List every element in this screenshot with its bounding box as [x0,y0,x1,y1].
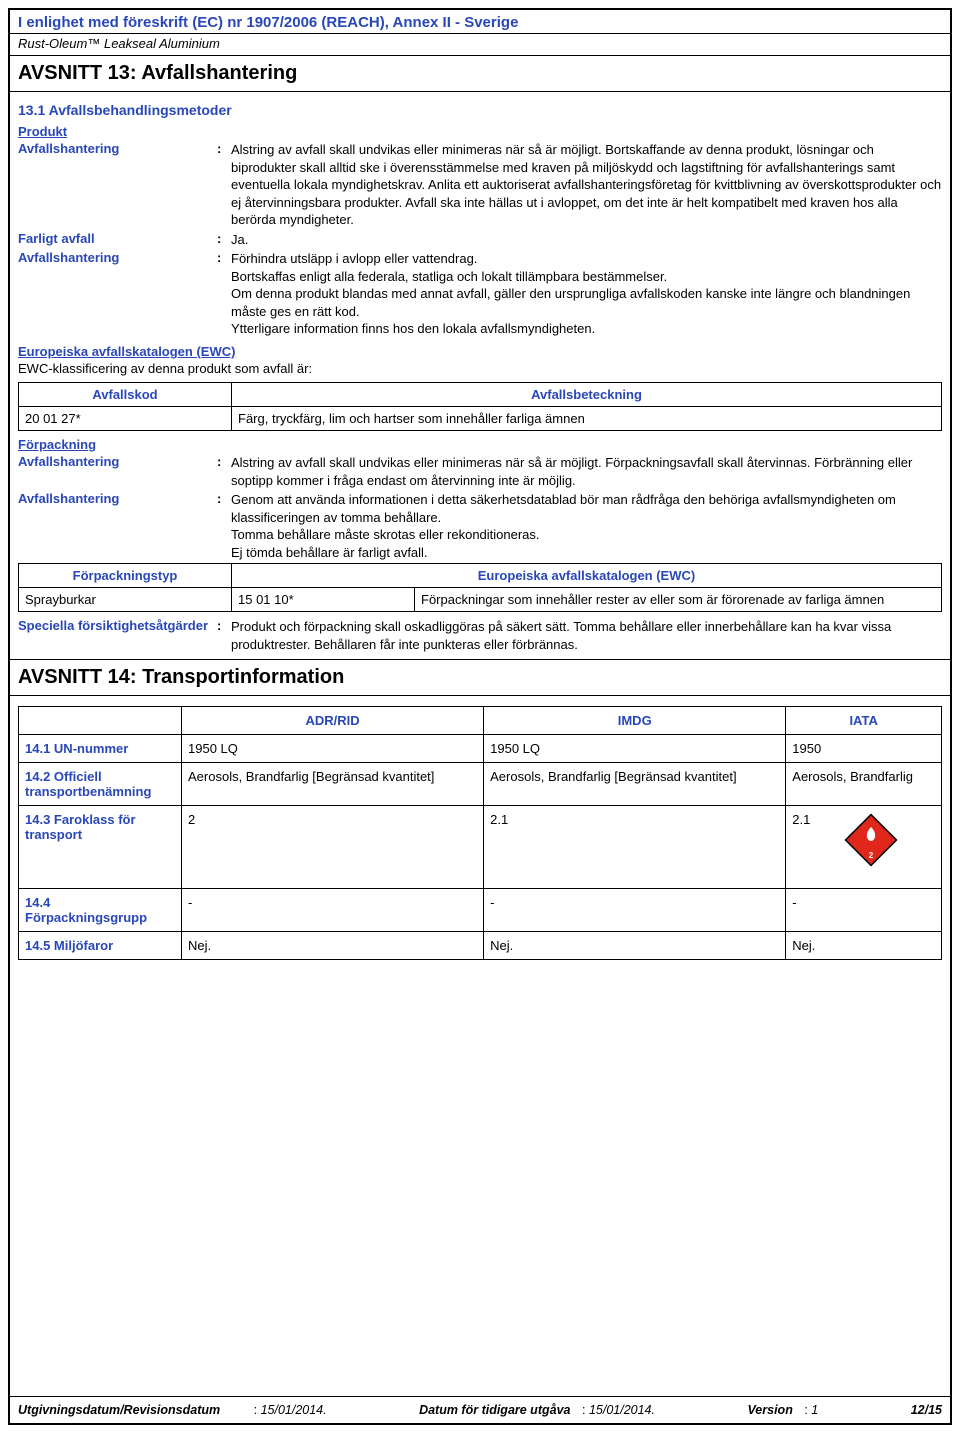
ewc-th-code: Avfallskod [19,383,232,407]
footer-prev-date: Datum för tidigare utgåva : 15/01/2014. [419,1403,655,1417]
v1: 2 [182,806,484,889]
v3: - [786,889,942,932]
lab: 14.2 Officiell transportbenämning [19,763,182,806]
pack-type: Sprayburkar [19,588,232,612]
v3: 2.1 2 [786,806,942,889]
row-env-hazards: 14.5 Miljöfaror Nej. Nej. Nej. [19,932,942,960]
mode-imdg: IMDG [484,707,786,735]
value: Produkt och förpackning skall oskadliggö… [231,618,942,653]
row-avfallshantering-1: Avfallshantering : Alstring av avfall sk… [18,141,942,229]
label: Avfallshantering [18,250,217,338]
ewc-th-desc: Avfallsbeteckning [232,383,942,407]
row-speciella: Speciella försiktighetsåtgärder : Produk… [18,618,942,653]
row-un-number: 14.1 UN-nummer 1950 LQ 1950 LQ 1950 [19,735,942,763]
v3: Nej. [786,932,942,960]
lab: 14.1 UN-nummer [19,735,182,763]
section-13-body: 13.1 Avfallsbehandlingsmetoder Produkt A… [10,92,950,659]
v1: Nej. [182,932,484,960]
label: Avfallshantering [18,141,217,229]
ewc-desc: Färg, tryckfärg, lim och hartser som inn… [232,407,942,431]
v3: Aerosols, Brandfarlig [786,763,942,806]
v2: Aerosols, Brandfarlig [Begränsad kvantit… [484,763,786,806]
label: Speciella försiktighetsåtgärder [18,618,217,653]
svg-text:2: 2 [869,851,874,860]
forpackning-heading: Förpackning [18,437,942,452]
value: Alstring av avfall skall undvikas eller … [231,141,942,229]
v2: 2.1 [484,806,786,889]
page-footer: Utgivningsdatum/Revisionsdatum : 15/01/2… [10,1396,950,1423]
ewc-intro: EWC-klassificering av denna produkt som … [18,361,942,376]
row-avfallshantering-4: Avfallshantering : Genom att använda inf… [18,491,942,561]
colon: : [217,454,231,489]
transport-table: ADR/RID IMDG IATA 14.1 UN-nummer 1950 LQ… [18,706,942,960]
page: I enlighet med föreskrift (EC) nr 1907/2… [8,8,952,1425]
footer-issue-date: Utgivningsdatum/Revisionsdatum : 15/01/2… [18,1403,327,1417]
label: Farligt avfall [18,231,217,249]
row-avfallshantering-3: Avfallshantering : Alstring av avfall sk… [18,454,942,489]
pack-code: 15 01 10* [232,588,415,612]
produkt-heading: Produkt [18,124,942,139]
v1: 1950 LQ [182,735,484,763]
blank-header [19,707,182,735]
colon: : [217,141,231,229]
lab: 14.4 Förpackningsgrupp [19,889,182,932]
colon: : [217,618,231,653]
v1: - [182,889,484,932]
label: Avfallshantering [18,491,217,561]
packaging-table: Förpackningstyp Europeiska avfallskatalo… [18,563,942,612]
label: Avfallshantering [18,454,217,489]
header-product: Rust-Oleum™ Leakseal Aluminium [10,34,950,56]
v2: Nej. [484,932,786,960]
row-farligt-avfall: Farligt avfall : Ja. [18,231,942,249]
colon: : [217,250,231,338]
row-packing-group: 14.4 Förpackningsgrupp - - - [19,889,942,932]
mode-iata: IATA [786,707,942,735]
header-reach: I enlighet med föreskrift (EC) nr 1907/2… [10,10,950,34]
ewc-heading: Europeiska avfallskatalogen (EWC) [18,344,942,359]
value: Ja. [231,231,942,249]
pack-desc: Förpackningar som innehåller rester av e… [415,588,942,612]
row-avfallshantering-2: Avfallshantering : Förhindra utsläpp i a… [18,250,942,338]
flammable-gas-placard-icon: 2 [841,810,901,873]
lab: 14.3 Faroklass för transport [19,806,182,889]
value: Genom att använda informationen i detta … [231,491,942,561]
ewc-table: Avfallskod Avfallsbeteckning 20 01 27* F… [18,382,942,431]
footer-page: 12/15 [911,1403,942,1417]
v2: 1950 LQ [484,735,786,763]
value: Förhindra utsläpp i avlopp eller vattend… [231,250,942,338]
mode-adr: ADR/RID [182,707,484,735]
section-14-title: AVSNITT 14: Transportinformation [10,659,950,696]
lab: 14.5 Miljöfaror [19,932,182,960]
v1: Aerosols, Brandfarlig [Begränsad kvantit… [182,763,484,806]
colon: : [217,491,231,561]
v3: 1950 [786,735,942,763]
sec13-sub1: 13.1 Avfallsbehandlingsmetoder [18,102,942,118]
colon: : [217,231,231,249]
ewc-code: 20 01 27* [19,407,232,431]
footer-version: Version : 1 [747,1403,818,1417]
value: Alstring av avfall skall undvikas eller … [231,454,942,489]
v2: - [484,889,786,932]
pack-th-type: Förpackningstyp [19,564,232,588]
pack-th-ewc: Europeiska avfallskatalogen (EWC) [232,564,942,588]
row-hazard-class: 14.3 Faroklass för transport 2 2.1 2.1 2 [19,806,942,889]
row-shipping-name: 14.2 Officiell transportbenämning Aeroso… [19,763,942,806]
section-13-title: AVSNITT 13: Avfallshantering [10,56,950,92]
section-14-body: ADR/RID IMDG IATA 14.1 UN-nummer 1950 LQ… [10,696,950,964]
